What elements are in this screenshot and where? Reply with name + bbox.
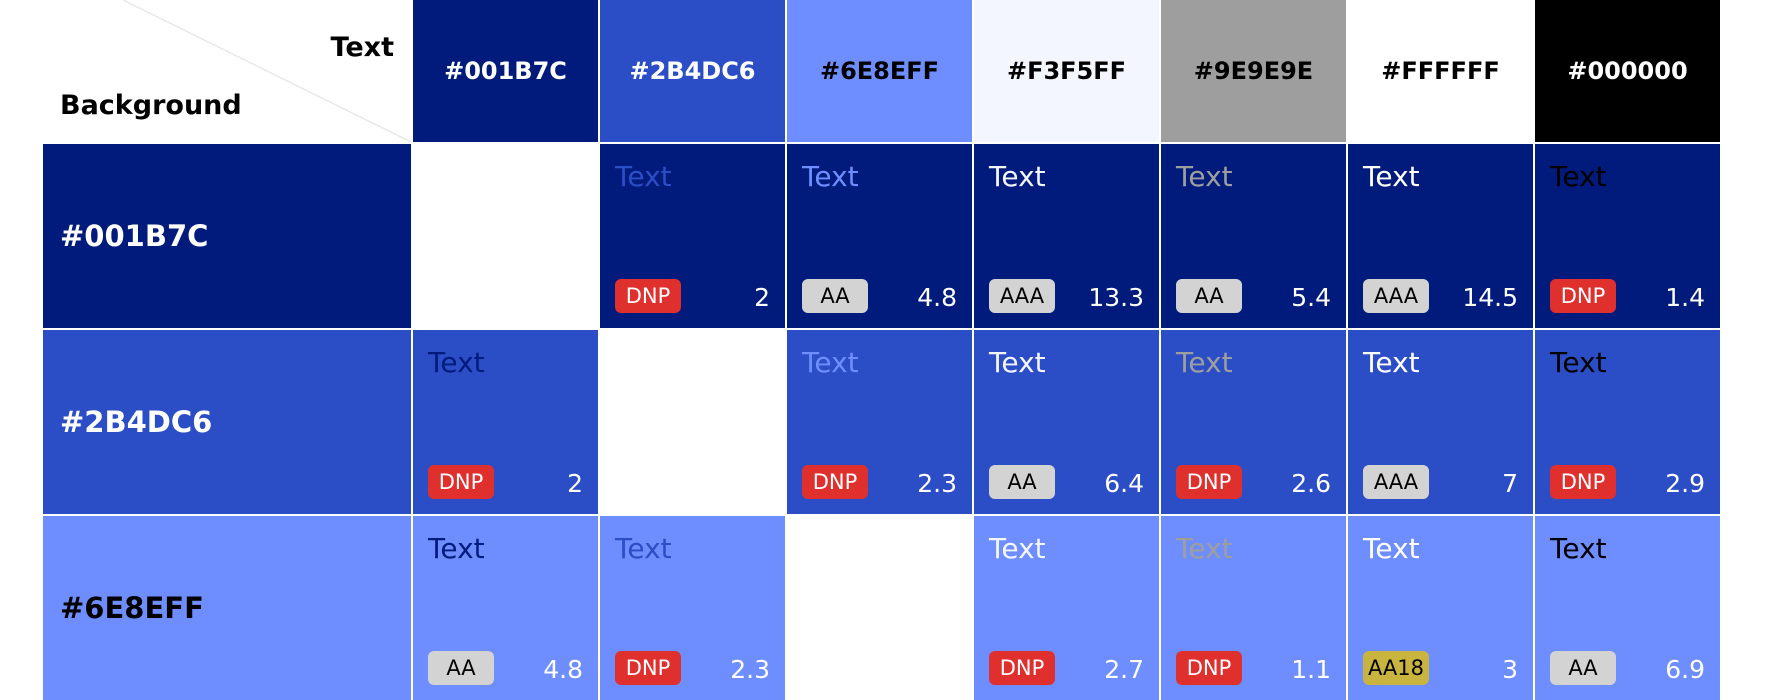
sample-text: Text	[1176, 346, 1233, 379]
sample-text: Text	[989, 532, 1046, 565]
contrast-cell: Text AA18 3	[1348, 516, 1533, 700]
rating-badge: DNP	[428, 465, 494, 499]
rating-badge: DNP	[1550, 279, 1616, 313]
sample-text: Text	[428, 346, 485, 379]
diagonal-divider	[122, 0, 411, 142]
column-header: #2B4DC6	[600, 0, 785, 142]
contrast-cell: Text AAA 14.5	[1348, 144, 1533, 328]
contrast-ratio: 2.9	[1665, 469, 1705, 498]
rating-badge: AA	[1550, 651, 1616, 685]
row-header: #001B7C	[43, 144, 411, 328]
rating-badge: AA	[1176, 279, 1242, 313]
contrast-cell: Text DNP 2.3	[600, 516, 785, 700]
sample-text: Text	[1550, 346, 1607, 379]
column-header: #000000	[1535, 0, 1720, 142]
contrast-ratio: 2.3	[917, 469, 957, 498]
rating-badge: DNP	[1176, 651, 1242, 685]
rating-badge: AA18	[1363, 651, 1429, 685]
row-header: #6E8EFF	[43, 516, 411, 700]
column-header: #001B7C	[413, 0, 598, 142]
rating-badge: DNP	[615, 651, 681, 685]
column-header: #9E9E9E	[1161, 0, 1346, 142]
contrast-ratio: 2.6	[1291, 469, 1331, 498]
contrast-ratio: 3	[1502, 655, 1518, 684]
contrast-ratio: 2	[754, 283, 770, 312]
contrast-grid: Text Background #001B7C #2B4DC6 #6E8EFF #F3…	[43, 0, 1720, 700]
background-axis-label: Background	[60, 90, 242, 121]
column-header: #6E8EFF	[787, 0, 972, 142]
contrast-cell: Text AA 4.8	[787, 144, 972, 328]
sample-text: Text	[1550, 160, 1607, 193]
corner-header-cell: Text Background	[43, 0, 411, 142]
contrast-ratio: 2.7	[1104, 655, 1144, 684]
contrast-cell: Text AA 5.4	[1161, 144, 1346, 328]
contrast-cell: Text DNP 2.3	[787, 330, 972, 514]
rating-badge: DNP	[989, 651, 1055, 685]
contrast-ratio: 2	[567, 469, 583, 498]
sample-text: Text	[1176, 160, 1233, 193]
contrast-ratio: 6.4	[1104, 469, 1144, 498]
rating-badge: DNP	[615, 279, 681, 313]
contrast-ratio: 4.8	[543, 655, 583, 684]
column-header: #FFFFFF	[1348, 0, 1533, 142]
rating-badge: DNP	[1176, 465, 1242, 499]
contrast-cell: Text AAA 13.3	[974, 144, 1159, 328]
sample-text: Text	[428, 532, 485, 565]
contrast-ratio: 7	[1502, 469, 1518, 498]
empty-cell	[413, 144, 598, 328]
rating-badge: AA	[428, 651, 494, 685]
sample-text: Text	[1363, 160, 1420, 193]
contrast-cell: Text AA 4.8	[413, 516, 598, 700]
contrast-ratio: 14.5	[1462, 283, 1518, 312]
contrast-cell: Text DNP 1.4	[1535, 144, 1720, 328]
rating-badge: AA	[802, 279, 868, 313]
contrast-ratio: 2.3	[730, 655, 770, 684]
sample-text: Text	[989, 160, 1046, 193]
sample-text: Text	[615, 160, 672, 193]
column-header: #F3F5FF	[974, 0, 1159, 142]
sample-text: Text	[802, 346, 859, 379]
rating-badge: AAA	[989, 279, 1055, 313]
contrast-cell: Text AA 6.9	[1535, 516, 1720, 700]
empty-cell	[600, 330, 785, 514]
contrast-cell: Text DNP 2.6	[1161, 330, 1346, 514]
contrast-cell: Text DNP 1.1	[1161, 516, 1346, 700]
contrast-cell: Text DNP 2	[600, 144, 785, 328]
text-axis-label: Text	[330, 32, 394, 63]
rating-badge: DNP	[802, 465, 868, 499]
contrast-ratio: 5.4	[1291, 283, 1331, 312]
sample-text: Text	[1176, 532, 1233, 565]
contrast-ratio: 13.3	[1088, 283, 1144, 312]
contrast-ratio: 4.8	[917, 283, 957, 312]
rating-badge: AAA	[1363, 465, 1429, 499]
contrast-cell: Text DNP 2	[413, 330, 598, 514]
contrast-cell: Text AAA 7	[1348, 330, 1533, 514]
rating-badge: AA	[989, 465, 1055, 499]
row-header: #2B4DC6	[43, 330, 411, 514]
sample-text: Text	[1363, 346, 1420, 379]
contrast-ratio: 1.1	[1291, 655, 1331, 684]
sample-text: Text	[802, 160, 859, 193]
rating-badge: AAA	[1363, 279, 1429, 313]
contrast-ratio: 6.9	[1665, 655, 1705, 684]
rating-badge: DNP	[1550, 465, 1616, 499]
sample-text: Text	[989, 346, 1046, 379]
contrast-ratio: 1.4	[1665, 283, 1705, 312]
contrast-cell: Text AA 6.4	[974, 330, 1159, 514]
sample-text: Text	[615, 532, 672, 565]
sample-text: Text	[1363, 532, 1420, 565]
empty-cell	[787, 516, 972, 700]
contrast-cell: Text DNP 2.9	[1535, 330, 1720, 514]
contrast-cell: Text DNP 2.7	[974, 516, 1159, 700]
sample-text: Text	[1550, 532, 1607, 565]
